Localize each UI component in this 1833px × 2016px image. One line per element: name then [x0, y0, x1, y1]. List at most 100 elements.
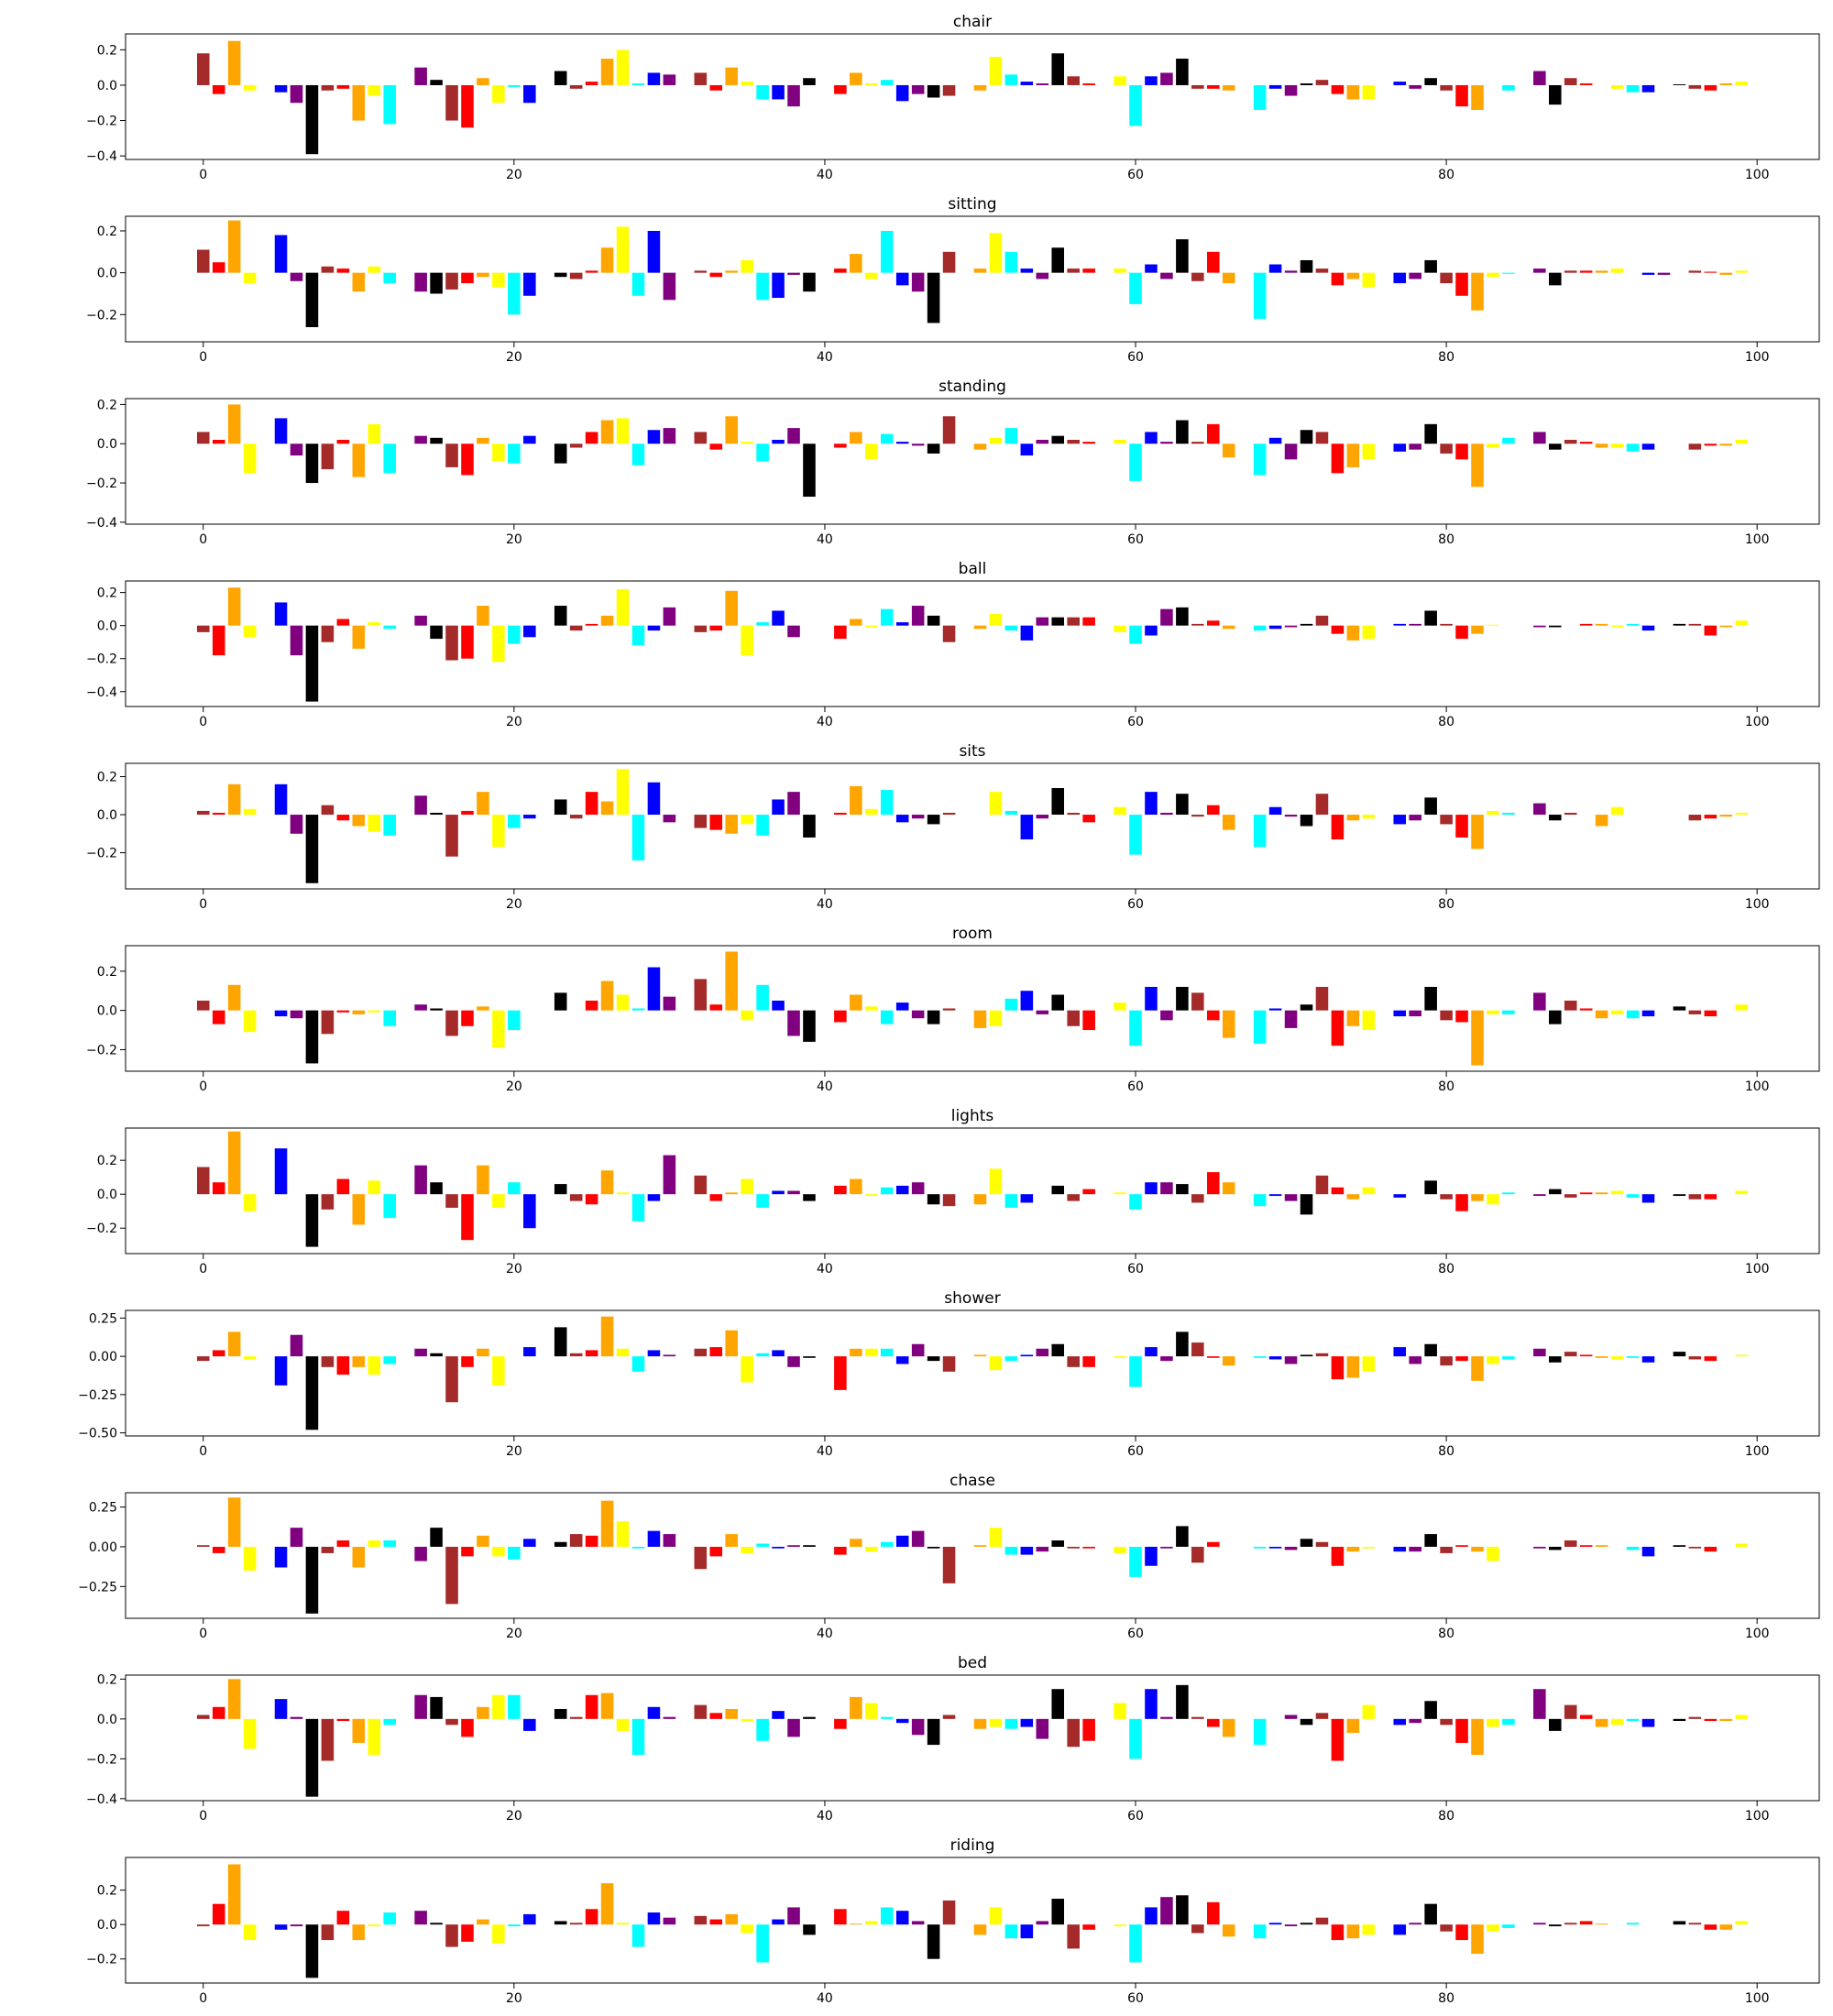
bar	[492, 1546, 505, 1557]
bar	[1471, 815, 1484, 849]
bar	[227, 1131, 241, 1195]
bar	[274, 418, 288, 444]
bar	[1487, 1194, 1499, 1205]
bar	[1004, 810, 1018, 816]
y-tick-label: 0.2	[97, 586, 117, 601]
bar	[942, 84, 956, 96]
bar	[554, 992, 567, 1011]
bar	[803, 1924, 816, 1935]
bar	[880, 1348, 894, 1357]
x-tick-label: 40	[817, 1809, 833, 1824]
bar	[1704, 815, 1718, 819]
bar	[1067, 1718, 1080, 1748]
bar	[756, 1543, 769, 1547]
bar	[756, 84, 769, 100]
x-tick-label: 60	[1127, 1079, 1144, 1094]
bar	[212, 1903, 225, 1925]
bar	[461, 1194, 474, 1241]
bar	[865, 1194, 878, 1197]
bar	[1579, 1715, 1593, 1719]
bar	[352, 1546, 366, 1568]
bar	[1688, 1356, 1702, 1360]
bar	[787, 1190, 800, 1195]
bar	[631, 83, 645, 85]
bar	[414, 1004, 427, 1011]
bar	[585, 432, 598, 444]
bar	[803, 1716, 816, 1719]
bar	[725, 1330, 738, 1357]
bar	[1284, 1010, 1298, 1028]
bar	[1579, 623, 1593, 626]
bar	[1549, 1718, 1562, 1731]
bar	[508, 1010, 521, 1031]
bar	[321, 1194, 335, 1210]
bar	[1393, 1718, 1407, 1726]
bar	[1688, 1923, 1702, 1925]
x-tick-label: 20	[506, 1627, 522, 1641]
bar	[368, 423, 381, 444]
bar	[1020, 1924, 1034, 1939]
y-tick-label: −0.2	[86, 477, 117, 491]
bar	[508, 1182, 521, 1195]
bar	[1082, 268, 1095, 273]
bar	[196, 1000, 210, 1011]
bar	[1036, 439, 1049, 444]
bar	[616, 418, 630, 444]
bar	[1579, 1354, 1593, 1357]
bar	[1440, 815, 1453, 825]
bar	[461, 1010, 474, 1026]
bar	[1253, 84, 1267, 110]
bar	[1346, 272, 1360, 279]
y-tick-label: 0.0	[97, 1004, 117, 1019]
bar	[741, 1178, 753, 1195]
bar	[492, 815, 505, 848]
y-tick-label: 0.0	[97, 619, 117, 634]
bar	[1160, 1356, 1173, 1362]
bar	[865, 1348, 878, 1357]
bar	[477, 1919, 489, 1925]
bar	[321, 444, 335, 470]
bar	[243, 1010, 257, 1033]
bar	[741, 625, 753, 656]
bar	[477, 792, 489, 816]
bar	[600, 1693, 614, 1719]
bar	[600, 247, 614, 273]
bar	[741, 1718, 753, 1722]
x-tick-label: 100	[1745, 715, 1770, 729]
bar	[600, 1500, 614, 1547]
y-tick-label: 0.2	[97, 1154, 117, 1168]
bar	[508, 815, 521, 828]
bar	[1191, 623, 1204, 626]
axes-frame	[125, 762, 1820, 890]
bar	[1051, 1899, 1065, 1925]
bar	[461, 1356, 474, 1367]
bar	[1440, 1356, 1453, 1366]
bar	[803, 1356, 816, 1358]
bar	[321, 84, 335, 91]
bar	[616, 1521, 630, 1547]
bar	[383, 1912, 396, 1925]
x-tick-label: 100	[1745, 1991, 1770, 2006]
bar	[694, 1348, 708, 1357]
x-tick-label: 60	[1127, 1262, 1144, 1276]
bar	[212, 625, 225, 656]
bar	[1160, 1897, 1173, 1925]
bar	[492, 1194, 505, 1209]
bar	[1549, 84, 1562, 105]
bar	[1082, 1189, 1095, 1195]
bar	[1020, 82, 1034, 85]
bar	[368, 815, 381, 832]
bar	[973, 1545, 987, 1547]
bar	[430, 1182, 443, 1195]
bar	[461, 84, 474, 128]
bar	[1735, 1190, 1749, 1195]
bar	[1502, 84, 1515, 91]
bar	[787, 792, 800, 816]
bar	[600, 1316, 614, 1357]
bar	[227, 40, 241, 85]
bar	[477, 1706, 489, 1719]
subplot-bed: bed 0 20 40 60 80 100 −0.4 −0.2 0.0 0.2	[86, 1654, 1820, 1824]
bar	[709, 625, 723, 631]
bar	[414, 1694, 427, 1719]
bar	[1268, 1194, 1282, 1197]
